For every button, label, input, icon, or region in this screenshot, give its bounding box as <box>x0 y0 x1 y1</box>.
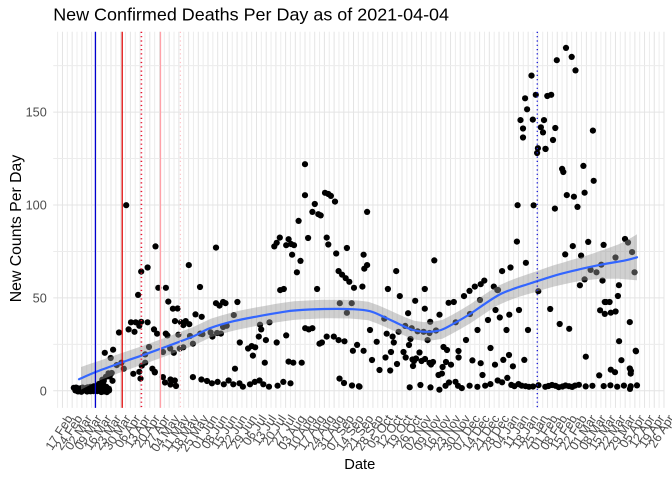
svg-text:Date: Date <box>344 457 375 473</box>
svg-text:0: 0 <box>40 384 47 398</box>
svg-text:150: 150 <box>26 106 47 120</box>
svg-text:New Counts Per Day: New Counts Per Day <box>8 155 25 303</box>
svg-text:100: 100 <box>26 199 47 213</box>
svg-text:New Confirmed Deaths Per Day a: New Confirmed Deaths Per Day as of 2021-… <box>53 5 449 25</box>
svg-text:50: 50 <box>33 292 47 306</box>
